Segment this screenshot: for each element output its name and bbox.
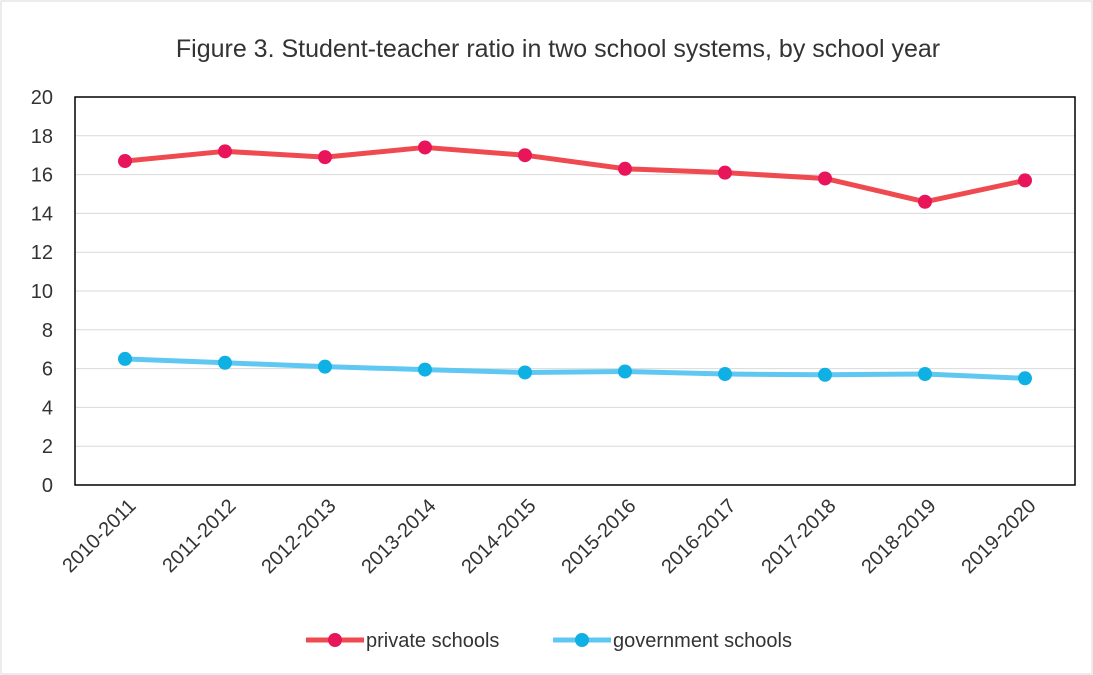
legend-item: government schools: [553, 630, 792, 652]
y-tick-label: 14: [31, 203, 53, 225]
y-tick-label: 0: [42, 475, 53, 497]
series-line: [122, 356, 1028, 381]
y-tick-label: 2: [42, 436, 53, 458]
y-tick-label: 6: [42, 359, 53, 381]
data-point: [818, 367, 832, 382]
legend-label: government schools: [613, 630, 792, 652]
y-tick-label: 10: [31, 281, 53, 303]
legend-label: private schools: [366, 630, 499, 652]
data-point: [918, 194, 932, 209]
series-1: [118, 351, 1032, 386]
data-point: [918, 367, 932, 382]
y-tick-label: 18: [31, 126, 53, 148]
legend-item: private schools: [306, 630, 499, 652]
data-point: [518, 365, 532, 380]
legend-marker: [575, 633, 589, 647]
series-layer: [118, 140, 1032, 386]
data-point: [118, 154, 132, 169]
series-0: [118, 140, 1032, 209]
data-point: [318, 150, 332, 165]
y-tick-label: 20: [31, 87, 53, 109]
series-line: [122, 144, 1028, 205]
data-point: [718, 367, 732, 382]
legend: private schools government schools: [306, 630, 792, 652]
data-point: [518, 148, 532, 163]
data-point: [218, 355, 232, 370]
grid-lines: [75, 135, 1075, 447]
data-point: [818, 171, 832, 186]
y-tick-label: 8: [42, 320, 53, 342]
data-point: [318, 359, 332, 374]
chart-title: Figure 3. Student-teacher ratio in two s…: [176, 35, 940, 63]
y-tick-label: 12: [31, 242, 53, 264]
legend-marker: [328, 633, 342, 647]
y-axis: 0 2 4 6 8 10 12 14 16 18 20: [31, 87, 53, 497]
y-tick-label: 4: [42, 397, 53, 419]
data-point: [1018, 371, 1032, 386]
plot-area: [74, 96, 1076, 486]
data-point: [618, 364, 632, 379]
data-point: [618, 161, 632, 176]
data-point: [118, 351, 132, 366]
data-point: [1018, 173, 1032, 188]
data-point: [218, 144, 232, 159]
data-point: [718, 165, 732, 180]
data-point: [418, 362, 432, 377]
y-tick-label: 16: [31, 165, 53, 187]
data-point: [418, 140, 432, 155]
